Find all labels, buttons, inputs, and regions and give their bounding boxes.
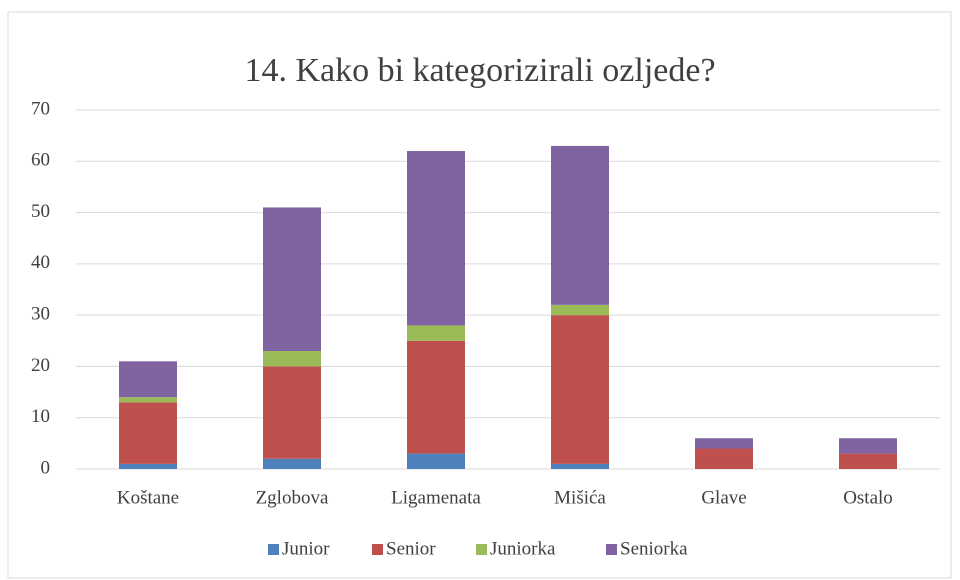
y-tick-label: 50 — [31, 201, 50, 222]
x-tick-label: Koštane — [117, 487, 179, 508]
y-tick-label: 60 — [31, 150, 50, 171]
bar-segment — [263, 207, 321, 352]
bar-segment — [407, 340, 465, 454]
y-tick-label: 40 — [31, 252, 50, 273]
chart-title: 14. Kako bi kategorizirali ozljede? — [244, 52, 715, 89]
bar-segment — [119, 463, 177, 469]
legend-swatch — [606, 544, 617, 555]
legend-swatch — [372, 544, 383, 555]
x-tick-label: Mišića — [554, 487, 606, 508]
x-tick-label: Ligamenata — [391, 487, 481, 508]
bar-segment — [695, 448, 753, 469]
y-tick-label: 30 — [31, 304, 50, 325]
x-tick-label: Ostalo — [843, 487, 893, 508]
x-tick-label: Glave — [701, 487, 746, 508]
y-tick-label: 10 — [31, 406, 50, 427]
chart-frame — [7, 11, 952, 579]
legend-label: Senior — [386, 538, 436, 559]
bar-segment — [551, 304, 609, 316]
bar-segment — [407, 325, 465, 341]
bar-segment — [407, 151, 465, 326]
bar-segment — [119, 402, 177, 464]
y-tick-label: 0 — [41, 457, 51, 478]
bar-segment — [263, 458, 321, 469]
y-tick-label: 70 — [31, 98, 50, 119]
x-tick-label: Zglobova — [256, 487, 329, 508]
bar-segment — [839, 453, 897, 469]
legend-label: Junior — [282, 538, 330, 559]
bar-segment — [839, 438, 897, 454]
bar-segment — [551, 463, 609, 469]
legend-label: Juniorka — [490, 538, 556, 559]
legend-swatch — [476, 544, 487, 555]
bar-segment — [551, 145, 609, 305]
bar-segment — [263, 351, 321, 367]
legend-label: Seniorka — [620, 538, 688, 559]
bar-segment — [695, 438, 753, 449]
bar-segment — [263, 366, 321, 459]
bar-segment — [551, 315, 609, 464]
y-tick-label: 20 — [31, 355, 50, 376]
bar-segment — [119, 361, 177, 398]
bar-segment — [407, 453, 465, 469]
bar-segment — [119, 397, 177, 403]
legend-swatch — [268, 544, 279, 555]
